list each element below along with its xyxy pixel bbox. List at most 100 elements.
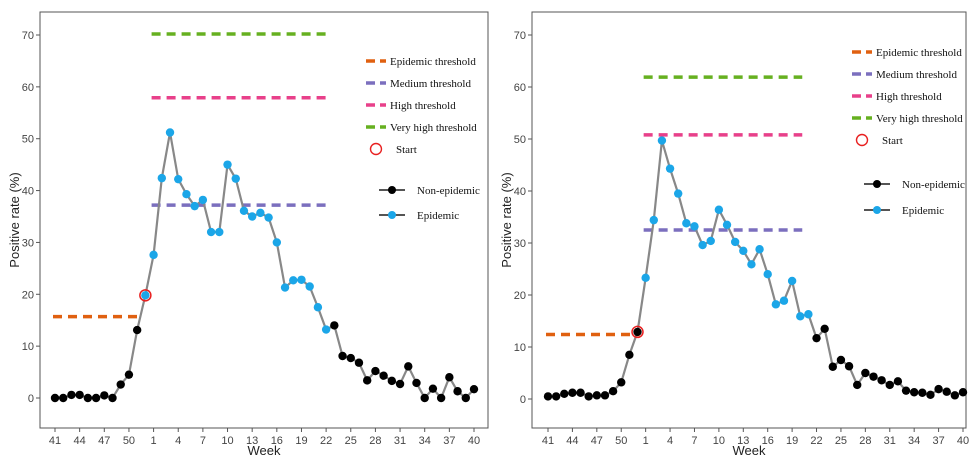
data-point-non-epidemic (576, 388, 585, 397)
data-point-non-epidemic (600, 391, 610, 400)
data-point-non-epidemic (387, 376, 397, 386)
x-tick-label: 25 (345, 435, 357, 447)
series-line (548, 140, 964, 398)
x-tick-label: 28 (369, 435, 381, 447)
x-tick-label: 10 (221, 435, 233, 447)
data-point-non-epidemic (918, 388, 927, 397)
y-tick-label: 10 (514, 342, 526, 354)
x-tick-label: 50 (615, 435, 627, 447)
y-tick-label: 0 (520, 394, 526, 406)
data-point-non-epidemic (853, 380, 862, 390)
y-tick-label: 0 (28, 393, 34, 405)
legend-start-icon (369, 142, 383, 156)
y-axis-title: Positive rate (%) (7, 172, 22, 267)
x-tick-label: 4 (667, 435, 673, 447)
data-point-non-epidemic (412, 378, 421, 388)
legend-label: Very high threshold (390, 122, 477, 134)
data-point-epidemic (657, 136, 667, 145)
legend-label: Epidemic threshold (876, 47, 962, 59)
data-point-non-epidemic (633, 327, 642, 337)
x-tick-label: 4 (175, 435, 181, 447)
y-axis-title: Positive rate (%) (499, 172, 514, 267)
data-point-non-epidemic (877, 376, 886, 385)
x-tick-label: 1 (151, 435, 157, 447)
x-tick-label: 10 (713, 435, 725, 447)
data-point-epidemic (231, 174, 240, 183)
x-tick-label: 44 (566, 435, 578, 447)
legend-swatch-point (873, 206, 881, 214)
data-point-epidemic (804, 310, 813, 319)
data-point-epidemic (174, 174, 183, 184)
legend-swatch-point (873, 180, 881, 188)
data-point-non-epidemic (59, 393, 68, 403)
data-point-non-epidemic (551, 392, 561, 401)
legend-label: Medium threshold (876, 69, 957, 81)
data-point-non-epidemic (893, 377, 903, 386)
plot-frame (531, 11, 967, 429)
legend-label: Epidemic (417, 210, 459, 222)
x-tick-label: 13 (246, 435, 258, 447)
y-tick-label: 30 (22, 237, 34, 249)
x-tick-label: 25 (835, 435, 847, 447)
y-tick-label: 70 (22, 30, 34, 42)
data-point-non-epidemic (379, 371, 388, 380)
data-point-epidemic (215, 227, 224, 237)
x-tick-label: 22 (810, 435, 822, 447)
data-point-epidemic (722, 220, 732, 229)
data-point-non-epidemic (100, 391, 109, 400)
data-point-non-epidemic (330, 321, 339, 330)
data-point-non-epidemic (428, 384, 438, 393)
data-point-non-epidemic (901, 386, 911, 395)
y-tick-label: 40 (514, 186, 526, 198)
data-point-non-epidemic (445, 373, 454, 382)
data-point-non-epidemic (395, 379, 405, 389)
data-point-epidemic (289, 276, 298, 285)
plot-frame (39, 11, 489, 429)
data-point-non-epidemic (828, 362, 838, 371)
legend-label: High threshold (876, 91, 942, 103)
data-point-epidemic (665, 164, 675, 173)
x-tick-label: 41 (49, 435, 61, 447)
start-marker (631, 325, 644, 339)
x-tick-label: 47 (591, 435, 603, 447)
data-point-epidemic (272, 238, 282, 247)
data-point-epidemic (739, 246, 748, 255)
x-tick-label: 37 (443, 435, 455, 447)
data-point-non-epidemic (812, 333, 821, 343)
y-tick-label: 20 (514, 290, 526, 302)
data-point-epidemic (223, 160, 232, 169)
y-tick-label: 10 (22, 341, 34, 353)
data-point-epidemic (313, 303, 323, 312)
x-axis-title: Week (248, 443, 281, 455)
x-tick-label: 41 (542, 435, 554, 447)
data-point-non-epidemic (83, 393, 93, 403)
data-point-non-epidemic (869, 372, 878, 381)
data-point-epidemic (755, 245, 764, 254)
data-point-non-epidemic (436, 393, 446, 403)
y-tick-label: 30 (514, 238, 526, 250)
data-point-epidemic (247, 212, 257, 221)
legend-start-icon (855, 133, 869, 147)
data-point-non-epidemic (934, 384, 943, 394)
data-point-non-epidemic (371, 366, 380, 376)
x-tick-label: 28 (859, 435, 871, 447)
legend-swatch-point (388, 211, 396, 219)
data-point-epidemic (305, 282, 314, 291)
data-point-non-epidemic (420, 393, 429, 403)
data-point-epidemic (149, 250, 158, 260)
data-point-epidemic (280, 283, 290, 292)
data-point-non-epidemic (543, 392, 553, 401)
data-point-non-epidemic (67, 390, 76, 400)
data-point-non-epidemic (469, 384, 479, 394)
data-point-non-epidemic (124, 370, 134, 379)
data-point-non-epidemic (404, 362, 413, 371)
x-tick-label: 16 (762, 435, 774, 447)
data-point-non-epidemic (108, 393, 117, 403)
x-tick-label: 50 (123, 435, 135, 447)
y-tick-label: 60 (514, 82, 526, 94)
y-tick-label: 50 (22, 134, 34, 146)
data-point-epidemic (157, 173, 167, 183)
data-point-epidemic (706, 236, 715, 246)
legend-label: Epidemic threshold (390, 56, 476, 68)
